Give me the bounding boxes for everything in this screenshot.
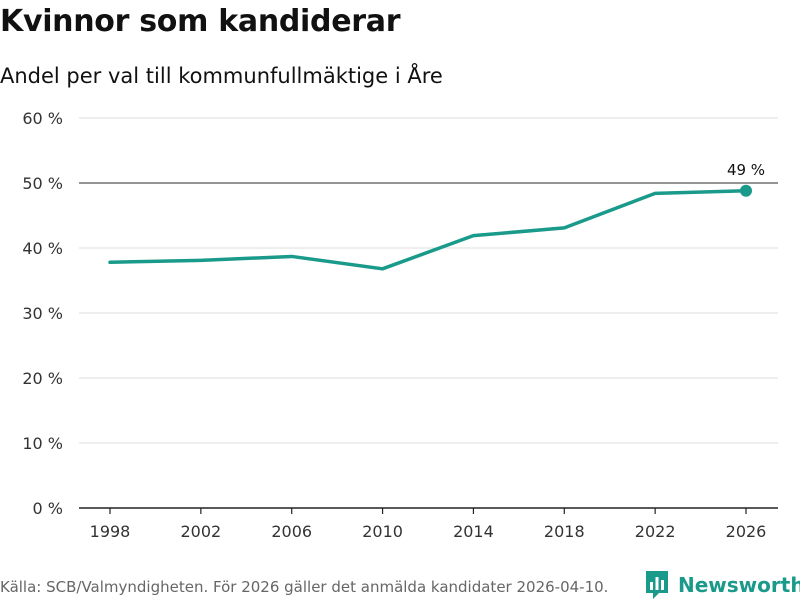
- brand-logo: Newsworthy: [644, 569, 800, 601]
- source-note: Källa: SCB/Valmyndigheten. För 2026 gäll…: [0, 578, 609, 596]
- newsworthy-logo-icon: [646, 571, 668, 599]
- x-tick-label: 2002: [180, 522, 221, 541]
- series-line: [108, 189, 748, 271]
- last-value-label: 49 %: [727, 161, 765, 179]
- last-point-marker: [740, 184, 752, 197]
- x-tick-label: 2010: [362, 522, 403, 541]
- y-tick-label: 20 %: [22, 369, 63, 388]
- y-tick-label: 40 %: [22, 239, 63, 258]
- y-tick-label: 60 %: [22, 109, 63, 128]
- x-tick-label: 2018: [544, 522, 585, 541]
- y-tick-label: 0 %: [33, 499, 63, 518]
- x-tick-label: 2026: [726, 522, 767, 541]
- chart-subtitle: Andel per val till kommunfullmäktige i Å…: [0, 64, 443, 88]
- brand-name: Newsworthy: [678, 573, 800, 597]
- y-tick-label: 50 %: [22, 174, 63, 193]
- y-tick-label: 30 %: [22, 304, 63, 323]
- y-tick-label: 10 %: [22, 434, 63, 453]
- x-tick-label: 2014: [453, 522, 494, 541]
- x-tick-label: 2006: [271, 522, 312, 541]
- chart-title: Kvinnor som kandiderar: [0, 4, 401, 39]
- x-tick-label: 1998: [90, 522, 131, 541]
- x-tick-label: 2022: [635, 522, 676, 541]
